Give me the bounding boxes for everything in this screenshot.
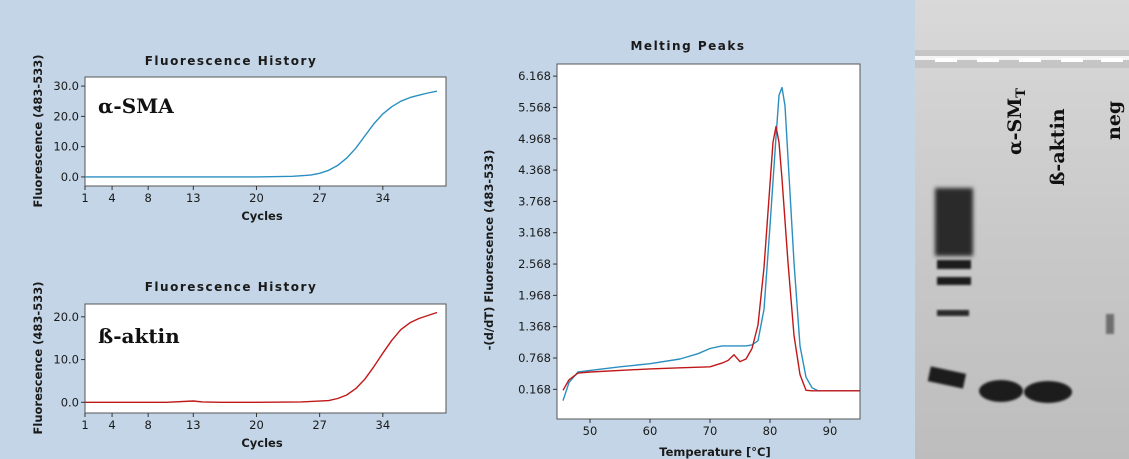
y-tick-label: 4.968 xyxy=(518,132,551,146)
well xyxy=(1019,58,1041,62)
x-tick-label: 13 xyxy=(186,191,201,205)
x-tick-label: 1 xyxy=(81,418,88,432)
x-tick-label: 8 xyxy=(145,191,152,205)
y-tick-label: 6.168 xyxy=(518,69,551,83)
x-axis-label: Cycles xyxy=(241,436,282,450)
x-tick-label: 20 xyxy=(249,191,264,205)
chart-title: Fluorescence History xyxy=(145,280,318,294)
x-tick-label: 70 xyxy=(703,424,718,438)
x-tick-label: 80 xyxy=(763,424,778,438)
y-axis-label: -(d/dT) Fluorescence (483-533) xyxy=(482,150,496,351)
ladder-band xyxy=(927,366,967,389)
y-tick-label: 10.0 xyxy=(53,140,79,154)
ladder-band xyxy=(937,310,969,316)
ladder-lane xyxy=(927,188,973,389)
x-axis-label: Cycles xyxy=(241,209,282,223)
well xyxy=(977,58,999,62)
series-line-0 xyxy=(562,86,860,401)
fluorescence-history-chart-actin: Fluorescence History 1 4 8 13 20 27 34 0.0 10.0 2… xyxy=(31,280,447,450)
x-tick-label: 34 xyxy=(376,191,391,205)
lane-label-actin: ß-aktin xyxy=(1047,108,1069,186)
y-tick-label: 3.768 xyxy=(518,194,551,208)
y-tick-label: 0.0 xyxy=(61,170,79,184)
y-tick-label: 2.568 xyxy=(518,257,551,271)
x-tick-label: 27 xyxy=(312,418,327,432)
y-tick-label: 4.368 xyxy=(518,163,551,177)
y-tick-label: 30.0 xyxy=(53,79,79,93)
melting-peaks-chart: Melting Peaks 50 60 70 80 90 0.168 0.768 1.368 1… xyxy=(482,39,861,459)
band-sma xyxy=(979,380,1023,402)
x-tick-label: 1 xyxy=(81,191,88,205)
x-axis-label: Temperature [°C] xyxy=(659,445,770,459)
axis-ticks: 1 4 8 13 20 27 34 0.0 10.0 20.0 30.0 xyxy=(53,79,390,205)
series-lines xyxy=(85,311,438,403)
ladder-band xyxy=(937,260,971,269)
gene-label-actin: ß-aktin xyxy=(98,324,180,348)
y-tick-label: 20.0 xyxy=(53,310,79,324)
y-tick-label: 5.568 xyxy=(518,100,551,114)
axis-ticks: 1 4 8 13 20 27 34 0.0 10.0 20.0 xyxy=(53,310,390,432)
series-line-0 xyxy=(85,311,438,403)
lane-label-sma: α-SMT xyxy=(1004,88,1029,155)
plot-area xyxy=(84,303,447,414)
x-tick-label: 8 xyxy=(145,418,152,432)
gene-label-sma: α-SMA xyxy=(98,94,174,118)
plot-area xyxy=(84,76,447,187)
series-line-1 xyxy=(562,125,860,392)
well xyxy=(1101,58,1123,62)
chart-title: Fluorescence History xyxy=(145,54,318,68)
axis-ticks: 50 60 70 80 90 0.168 0.768 1.368 1.968 2.568 3.168… xyxy=(518,69,837,438)
y-tick-label: 1.368 xyxy=(518,320,551,334)
series-line-0 xyxy=(85,90,438,178)
y-tick-label: 0.0 xyxy=(61,395,79,409)
series-lines xyxy=(85,90,438,178)
well xyxy=(935,58,957,62)
x-tick-label: 34 xyxy=(376,418,391,432)
x-tick-label: 20 xyxy=(249,418,264,432)
lane-label-sma-text: α-SM xyxy=(1004,98,1026,155)
x-tick-label: 27 xyxy=(312,191,327,205)
gel-electrophoresis-image: α-SMT ß-aktin neg xyxy=(915,0,1129,459)
y-axis-label: Fluorescence (483-533) xyxy=(31,282,45,435)
x-tick-label: 50 xyxy=(583,424,598,438)
series-lines xyxy=(562,86,860,401)
x-tick-label: 90 xyxy=(823,424,838,438)
fluorescence-history-chart-sma: Fluorescence History 1 4 8 13 20 27 34 0.0 10.0 2… xyxy=(31,54,447,223)
plot-area xyxy=(556,63,861,420)
band-actin xyxy=(1024,381,1072,403)
well xyxy=(1061,58,1083,62)
lane-label-neg: neg xyxy=(1103,101,1125,140)
y-axis-label: Fluorescence (483-533) xyxy=(31,55,45,208)
y-tick-label: 3.168 xyxy=(518,226,551,240)
chart-title: Melting Peaks xyxy=(630,39,745,53)
x-tick-label: 60 xyxy=(643,424,658,438)
y-tick-label: 20.0 xyxy=(53,109,79,123)
ladder-band xyxy=(937,277,971,285)
lane-label-sma-subscript: T xyxy=(1014,88,1029,98)
y-tick-label: 10.0 xyxy=(53,353,79,367)
y-tick-label: 1.968 xyxy=(518,288,551,302)
faint-mark xyxy=(1106,314,1114,334)
x-tick-label: 13 xyxy=(186,418,201,432)
charts-canvas: Fluorescence History 1 4 8 13 20 27 340.010.02… xyxy=(31,39,861,459)
ladder-smear xyxy=(935,188,973,256)
x-tick-label: 4 xyxy=(108,418,115,432)
x-tick-label: 4 xyxy=(108,191,115,205)
y-tick-label: 0.168 xyxy=(518,382,551,396)
y-tick-label: 0.768 xyxy=(518,351,551,365)
